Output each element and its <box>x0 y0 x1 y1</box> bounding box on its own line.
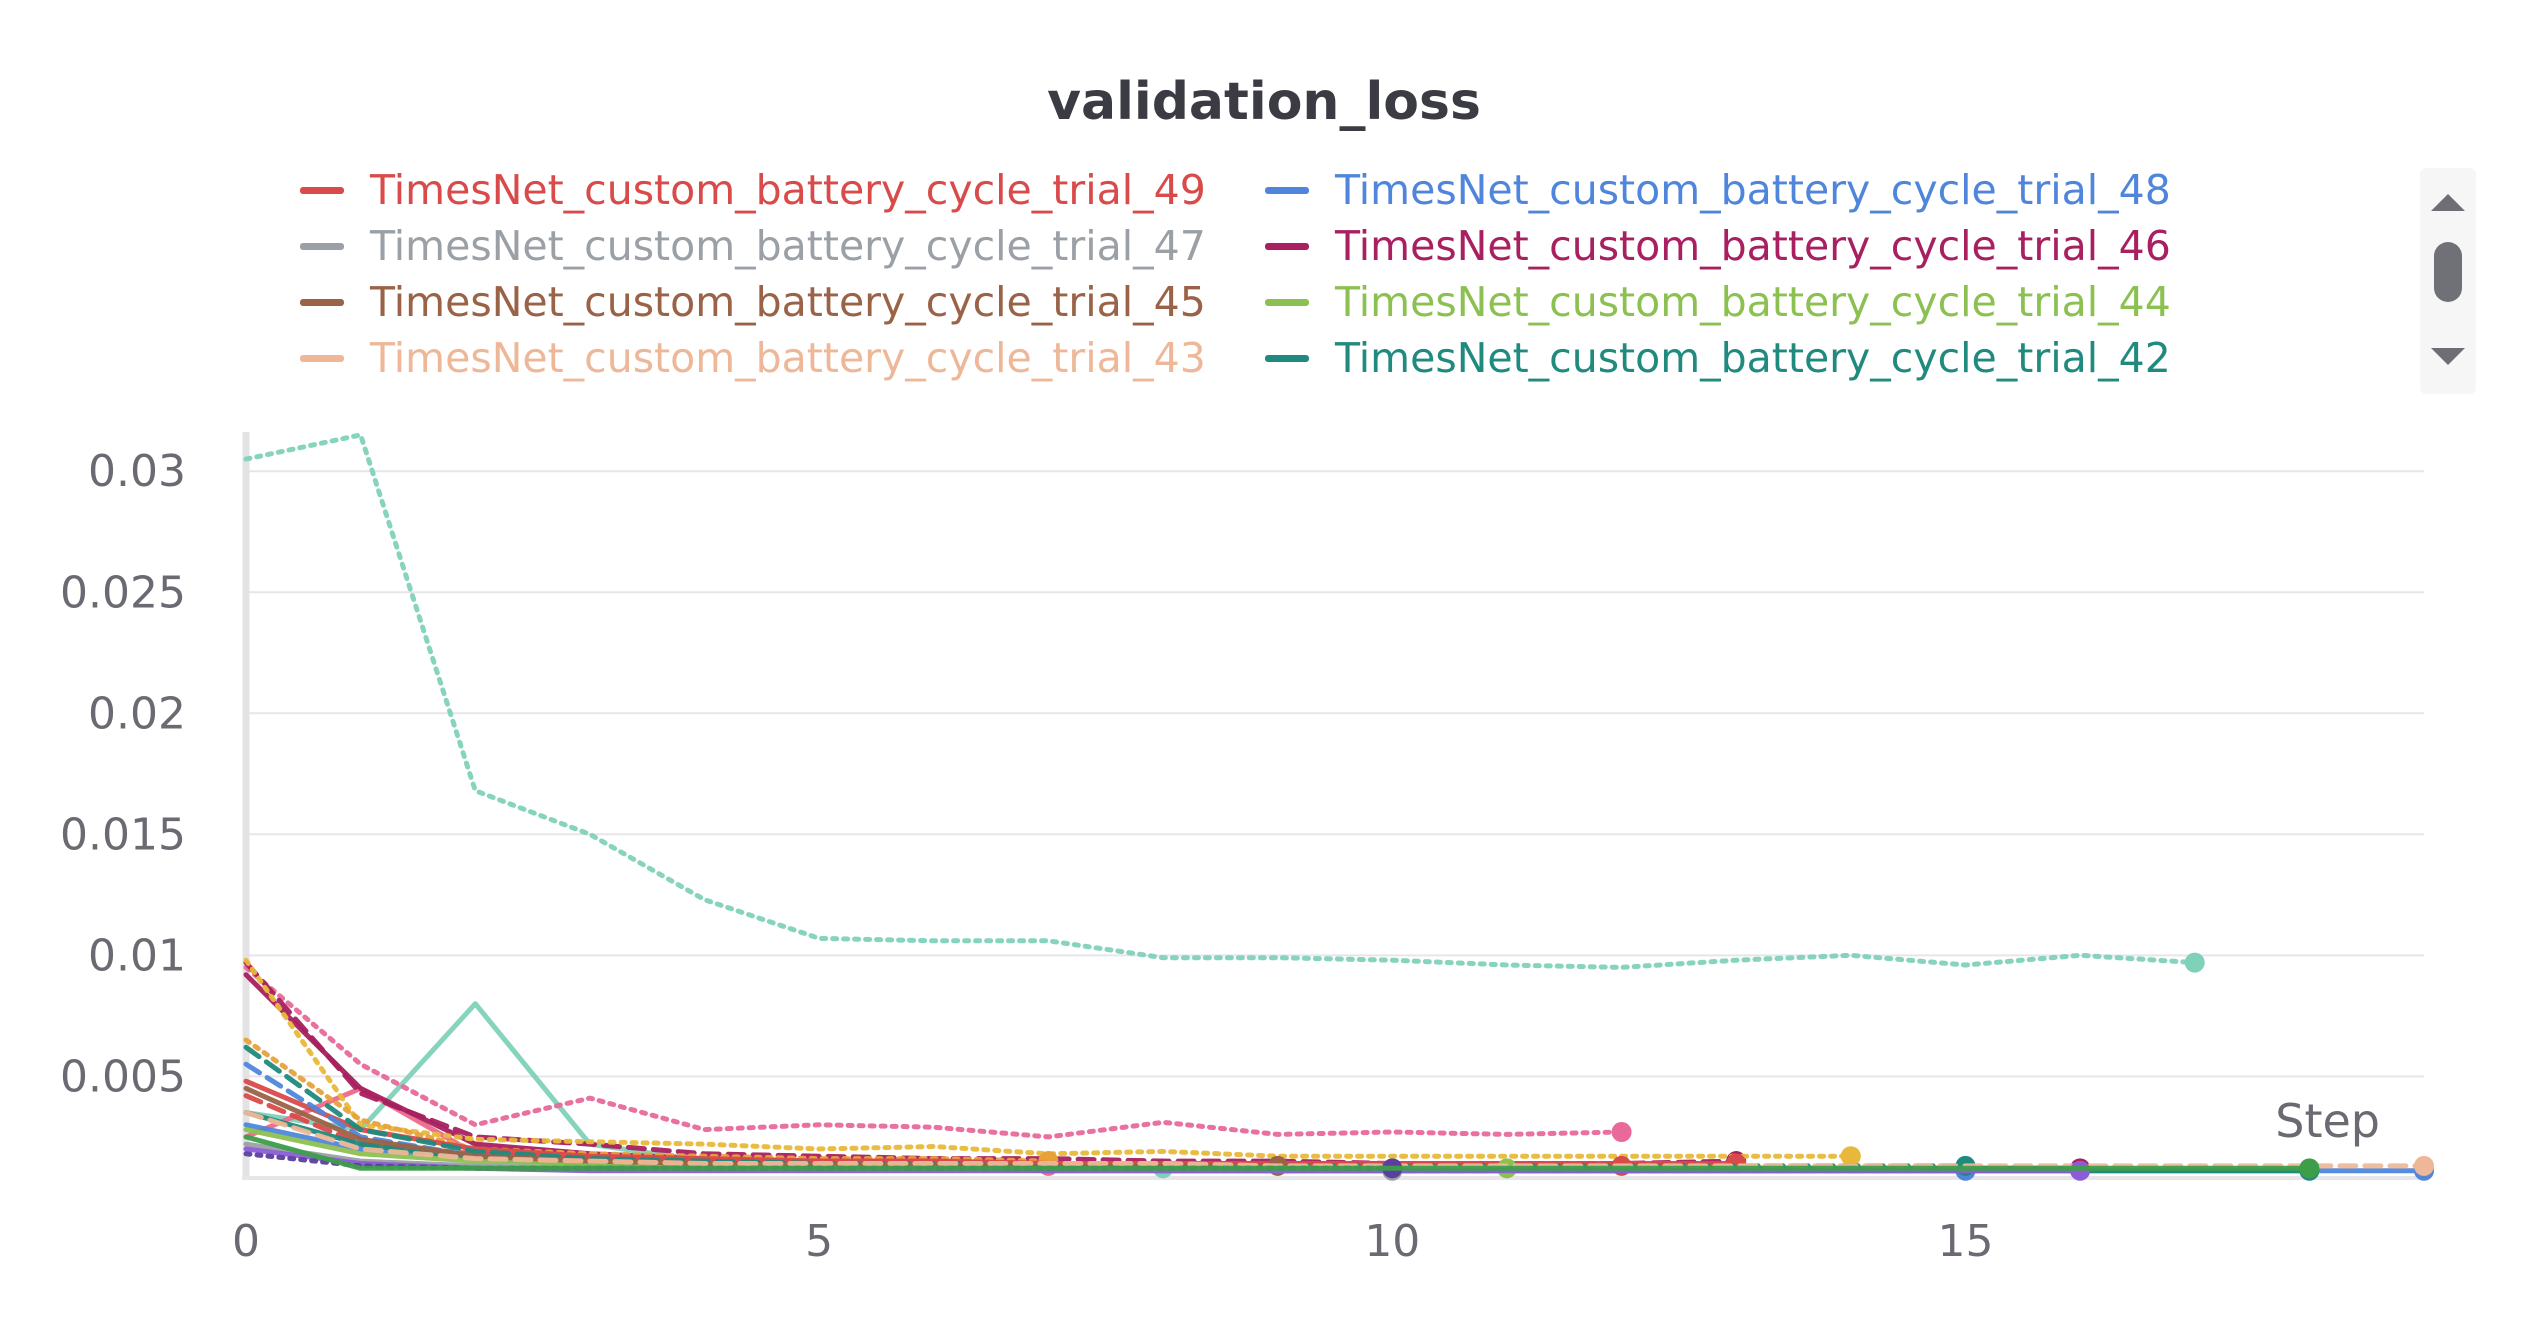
legend-swatch <box>300 354 344 362</box>
legend-label: TimesNet_custom_battery_cycle_trial_49 <box>370 166 1206 214</box>
series-line <box>243 957 1854 1159</box>
legend-item[interactable]: TimesNet_custom_battery_cycle_trial_47 <box>300 218 1206 274</box>
legend-swatch <box>1265 354 1309 362</box>
legend-label: TimesNet_custom_battery_cycle_trial_42 <box>1335 334 2171 382</box>
y-tick-label: 0.03 <box>88 446 186 497</box>
legend-swatch <box>1265 298 1309 306</box>
legend-item[interactable]: TimesNet_custom_battery_cycle_trial_49 <box>300 162 1206 218</box>
y-tick-label: 0.005 <box>60 1051 186 1102</box>
legend-label: TimesNet_custom_battery_cycle_trial_45 <box>370 278 1206 326</box>
legend-swatch <box>300 298 344 306</box>
legend-item[interactable]: TimesNet_custom_battery_cycle_trial_45 <box>300 274 1206 330</box>
scroll-thumb[interactable] <box>2434 242 2462 302</box>
scroll-up-icon[interactable] <box>2431 194 2465 211</box>
x-axis-name: Step <box>2275 1094 2380 1148</box>
chart-title: validation_loss <box>1047 72 1481 132</box>
series-line <box>243 1134 2312 1171</box>
y-tick-label: 0.015 <box>60 809 186 860</box>
legend-swatch <box>300 242 344 250</box>
y-tick-label: 0.01 <box>88 930 186 981</box>
x-tick-label: 15 <box>1937 1216 1993 1267</box>
legend-scrollbar[interactable] <box>2420 168 2476 394</box>
y-tick-label: 0.02 <box>88 688 186 739</box>
legend-swatch <box>300 186 344 194</box>
legend-swatch <box>1265 242 1309 250</box>
series-line <box>243 432 2198 970</box>
legend-label: TimesNet_custom_battery_cycle_trial_43 <box>370 334 1206 382</box>
series-line <box>243 964 1625 1140</box>
legend-item[interactable]: TimesNet_custom_battery_cycle_trial_43 <box>300 330 1206 386</box>
legend-label: TimesNet_custom_battery_cycle_trial_47 <box>370 222 1206 270</box>
chart-legend: TimesNet_custom_battery_cycle_trial_49 Ti… <box>300 162 2200 392</box>
legend-label: TimesNet_custom_battery_cycle_trial_48 <box>1335 166 2171 214</box>
series-end-point <box>2299 1158 2320 1179</box>
legend-item[interactable]: TimesNet_custom_battery_cycle_trial_42 <box>1265 330 2171 386</box>
legend-label: TimesNet_custom_battery_cycle_trial_46 <box>1335 222 2171 270</box>
legend-label: TimesNet_custom_battery_cycle_trial_44 <box>1335 278 2171 326</box>
series-end-point <box>2184 952 2205 973</box>
legend-swatch <box>1265 186 1309 194</box>
series-end-point <box>1840 1146 1861 1167</box>
x-tick-label: 10 <box>1364 1216 1420 1267</box>
series-end-point <box>2414 1155 2434 1176</box>
legend-item[interactable]: TimesNet_custom_battery_cycle_trial_46 <box>1265 218 2171 274</box>
scroll-down-icon[interactable] <box>2431 348 2465 365</box>
series-end-point <box>1611 1122 1632 1143</box>
y-tick-label: 0.025 <box>60 567 186 618</box>
x-tick-label: 5 <box>805 1216 833 1267</box>
x-tick-label: 0 <box>232 1216 260 1267</box>
legend-item[interactable]: TimesNet_custom_battery_cycle_trial_48 <box>1265 162 2171 218</box>
legend-item[interactable]: TimesNet_custom_battery_cycle_trial_44 <box>1265 274 2171 330</box>
